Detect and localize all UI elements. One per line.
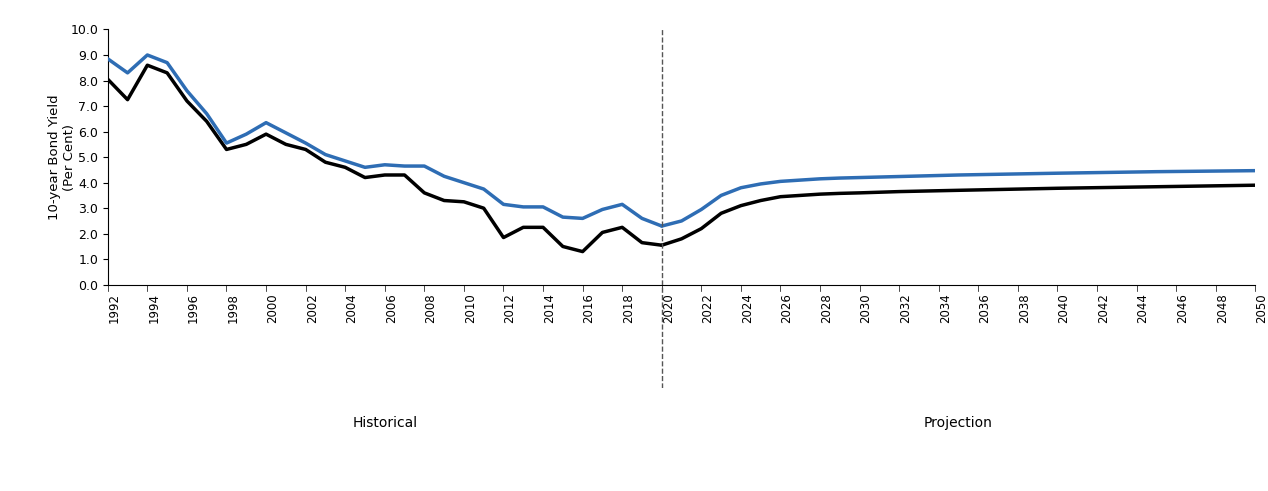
Government of Canada (397, 172, 412, 178)
Text: 1998: 1998 (227, 293, 240, 323)
Government of Canada (535, 224, 550, 230)
Government of Canada (238, 141, 254, 147)
Ontario (100, 56, 115, 62)
Government of Canada (358, 175, 373, 181)
Ontario (615, 201, 630, 207)
Ontario (555, 214, 571, 220)
Government of Canada (259, 131, 274, 137)
Ontario (139, 52, 155, 58)
Text: 2006: 2006 (384, 293, 398, 323)
Line: Ontario: Ontario (108, 55, 662, 226)
Government of Canada (595, 229, 610, 235)
Ontario (516, 204, 531, 210)
Government of Canada (615, 224, 630, 230)
Ontario (654, 223, 670, 229)
Text: 2034: 2034 (938, 293, 952, 323)
Ontario (219, 140, 235, 146)
Government of Canada (574, 248, 590, 254)
Text: 2048: 2048 (1216, 293, 1229, 323)
Text: 2038: 2038 (1018, 293, 1031, 323)
Ontario (436, 173, 451, 179)
Text: 2042: 2042 (1097, 293, 1110, 323)
Government of Canada (417, 190, 432, 196)
Text: 2026: 2026 (781, 293, 794, 323)
Ontario (417, 163, 432, 169)
Ontario (476, 186, 491, 192)
Text: 2018: 2018 (623, 293, 635, 323)
Government of Canada (100, 76, 115, 82)
Line: Government of Canada: Government of Canada (108, 65, 662, 251)
Government of Canada (377, 172, 392, 178)
Text: 2024: 2024 (741, 293, 754, 323)
Ontario (259, 120, 274, 126)
Text: 2028: 2028 (820, 293, 833, 323)
Text: 2036: 2036 (979, 293, 992, 323)
Ontario (278, 130, 293, 136)
Ontario (377, 162, 392, 168)
Text: 2000: 2000 (266, 293, 279, 323)
Government of Canada (160, 70, 175, 76)
Ontario (595, 207, 610, 213)
Ontario (574, 216, 590, 221)
Government of Canada (516, 224, 531, 230)
Government of Canada (496, 235, 511, 241)
Ontario (298, 140, 313, 146)
Government of Canada (318, 159, 333, 165)
Text: 1992: 1992 (108, 293, 120, 323)
Text: 2020: 2020 (662, 293, 675, 323)
Ontario (179, 88, 194, 94)
Ontario (120, 70, 136, 76)
Government of Canada (436, 197, 451, 203)
Ontario (496, 201, 511, 207)
Government of Canada (278, 141, 293, 147)
Text: 1996: 1996 (186, 293, 200, 323)
Ontario (318, 152, 333, 158)
Text: 2022: 2022 (701, 293, 714, 323)
Text: 2032: 2032 (899, 293, 912, 323)
Legend: Government of Canada, Ontario: Government of Canada, Ontario (520, 0, 843, 5)
Ontario (199, 111, 214, 117)
Text: 2002: 2002 (306, 293, 318, 323)
Text: 2004: 2004 (345, 293, 358, 323)
Government of Canada (179, 98, 194, 104)
Text: 2014: 2014 (543, 293, 557, 323)
Ontario (358, 164, 373, 170)
Text: 2010: 2010 (464, 293, 477, 323)
Text: 1994: 1994 (147, 293, 160, 323)
Government of Canada (219, 146, 235, 152)
Text: 2046: 2046 (1177, 293, 1189, 323)
Government of Canada (120, 97, 136, 103)
Text: 2030: 2030 (860, 293, 872, 323)
Ontario (160, 60, 175, 66)
Ontario (337, 158, 353, 164)
Government of Canada (139, 62, 155, 68)
Ontario (397, 163, 412, 169)
Ontario (535, 204, 550, 210)
Text: 2016: 2016 (582, 293, 596, 323)
Ontario (238, 131, 254, 137)
Government of Canada (476, 205, 491, 211)
Text: Projection: Projection (924, 416, 993, 430)
Government of Canada (634, 240, 649, 246)
Y-axis label: 10-year Bond Yield
(Per Cent): 10-year Bond Yield (Per Cent) (48, 94, 76, 220)
Text: 2050: 2050 (1255, 293, 1268, 323)
Government of Canada (199, 118, 214, 124)
Government of Canada (298, 146, 313, 152)
Government of Canada (456, 199, 472, 205)
Text: 2008: 2008 (425, 293, 437, 323)
Text: Historical: Historical (353, 416, 417, 430)
Text: 2044: 2044 (1136, 293, 1150, 323)
Government of Canada (337, 164, 353, 170)
Ontario (634, 216, 649, 221)
Government of Canada (555, 244, 571, 249)
Text: 2012: 2012 (503, 293, 516, 323)
Ontario (456, 180, 472, 186)
Government of Canada (654, 242, 670, 248)
Text: 2040: 2040 (1058, 293, 1070, 323)
